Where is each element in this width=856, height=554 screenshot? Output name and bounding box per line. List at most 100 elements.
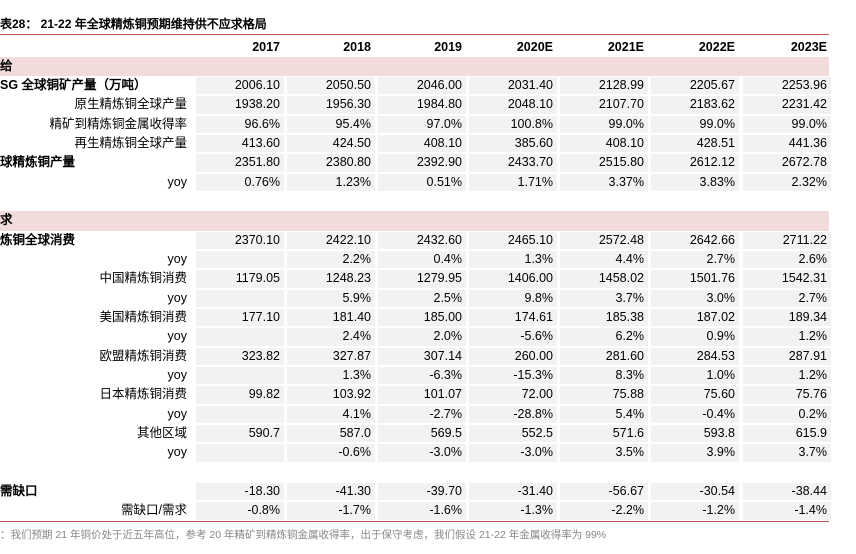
cell-value: 1.0% <box>706 368 736 383</box>
cell-value: 2672.78 <box>781 155 827 170</box>
cell-value: 2572.48 <box>598 232 644 247</box>
cell-value: -31.40 <box>517 484 553 499</box>
cell-bg <box>469 270 557 288</box>
cell-bg <box>287 347 375 366</box>
cell-bg <box>196 96 284 114</box>
cell-bg <box>469 77 557 95</box>
cell-bg <box>560 115 648 134</box>
cell-value: 2.0% <box>433 329 463 344</box>
cell-bg <box>651 328 739 346</box>
cell-bg <box>743 386 831 404</box>
bottom-rule <box>0 520 829 522</box>
cell-value: -18.30 <box>244 484 280 499</box>
cell-bg <box>196 289 284 308</box>
cell-value: 174.61 <box>514 310 553 325</box>
cell-bg <box>287 173 375 192</box>
cell-bg <box>743 309 831 327</box>
cell-bg <box>651 309 739 327</box>
cell-bg <box>287 367 375 385</box>
cell-value: 1938.20 <box>234 97 280 112</box>
cell-bg <box>469 386 557 404</box>
cell-value: 2422.10 <box>325 232 371 247</box>
cell-value: 9.8% <box>524 290 554 305</box>
title-rule <box>0 34 829 35</box>
cell-bg <box>287 328 375 346</box>
column-header: 2021E <box>607 39 644 54</box>
cell-bg <box>287 251 375 269</box>
cell-bg <box>378 135 466 153</box>
cell-bg <box>378 270 466 288</box>
cell-value: 4.4% <box>615 252 645 267</box>
cell-bg <box>560 135 648 153</box>
cell-value: 593.8 <box>703 426 735 441</box>
cell-value: 2107.70 <box>598 97 644 112</box>
cell-bg <box>378 328 466 346</box>
cell-bg <box>469 347 557 366</box>
cell-bg <box>560 483 648 501</box>
cell-value: 2.7% <box>706 252 736 267</box>
cell-value: 2231.42 <box>781 97 827 112</box>
cell-bg <box>287 483 375 501</box>
cell-value: 1406.00 <box>507 271 553 286</box>
cell-bg <box>743 502 831 520</box>
cell-value: 1.23% <box>335 174 371 189</box>
cell-value: -1.2% <box>702 503 735 518</box>
cell-value: -28.8% <box>513 406 553 421</box>
cell-value: 3.7% <box>615 290 645 305</box>
cell-value: 2515.80 <box>598 155 644 170</box>
column-header: 2023E <box>790 39 827 54</box>
cell-bg <box>743 405 831 424</box>
cell-bg <box>469 135 557 153</box>
cell-bg <box>378 289 466 308</box>
cell-bg <box>196 502 284 520</box>
cell-bg <box>378 425 466 443</box>
cell-bg <box>469 444 557 462</box>
row-label: yoy <box>167 252 187 267</box>
cell-bg <box>651 270 739 288</box>
cell-bg <box>378 347 466 366</box>
cell-value: 0.4% <box>433 252 463 267</box>
cell-value: -2.7% <box>429 406 462 421</box>
cell-bg <box>651 135 739 153</box>
cell-bg <box>743 289 831 308</box>
column-header: 2019 <box>434 39 462 54</box>
cell-bg <box>560 270 648 288</box>
cell-value: -3.0% <box>520 445 553 460</box>
cell-bg <box>196 386 284 404</box>
cell-value: 99.0% <box>699 116 735 131</box>
cell-value: 4.1% <box>342 406 372 421</box>
cell-value: 96.6% <box>244 116 280 131</box>
row-label: 精矿到精炼铜金属收得率 <box>49 116 187 131</box>
cell-value: 2128.99 <box>598 78 644 93</box>
column-header: 2022E <box>698 39 735 54</box>
cell-value: 99.0% <box>791 116 827 131</box>
cell-value: 385.60 <box>514 136 553 151</box>
cell-value: 1.2% <box>798 329 828 344</box>
cell-value: 5.4% <box>615 406 645 421</box>
cell-value: -0.8% <box>247 503 280 518</box>
cell-bg <box>196 173 284 192</box>
cell-bg <box>196 405 284 424</box>
cell-bg <box>743 483 831 501</box>
cell-value: 281.60 <box>605 348 644 363</box>
cell-value: 0.51% <box>426 174 462 189</box>
cell-value: 1.71% <box>517 174 553 189</box>
cell-bg <box>469 154 557 172</box>
cell-bg <box>378 96 466 114</box>
cell-value: 2380.80 <box>325 155 371 170</box>
column-header: 2020E <box>516 39 553 54</box>
cell-bg <box>196 425 284 443</box>
cell-value: 569.5 <box>430 426 462 441</box>
cell-bg <box>287 405 375 424</box>
cell-bg <box>560 309 648 327</box>
cell-bg <box>560 386 648 404</box>
row-label: 美国精炼铜消费 <box>99 310 187 325</box>
cell-bg <box>560 289 648 308</box>
cell-value: 2183.62 <box>689 97 735 112</box>
cell-bg <box>743 115 831 134</box>
cell-bg <box>560 405 648 424</box>
row-label: 其他区域 <box>136 426 187 441</box>
cell-value: 3.7% <box>798 445 828 460</box>
cell-value: 2612.12 <box>689 155 735 170</box>
cell-value: 75.76 <box>795 387 827 402</box>
